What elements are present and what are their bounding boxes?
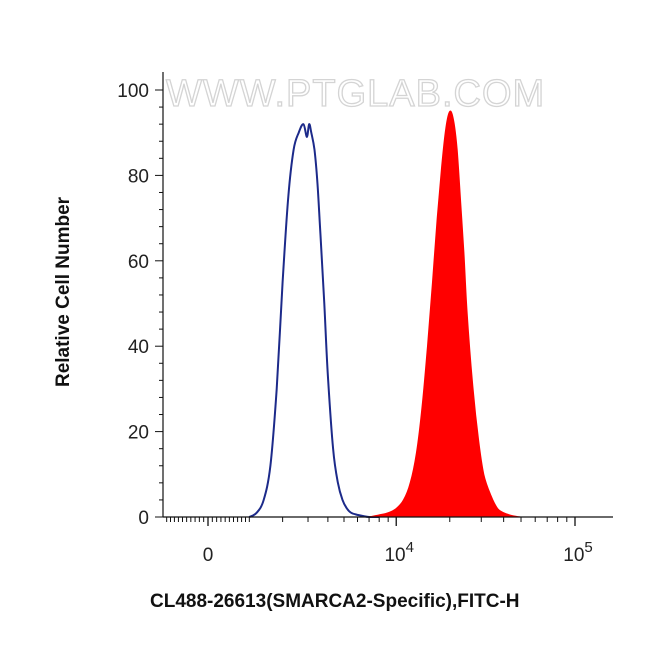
y-tick-label: 40	[128, 337, 149, 358]
y-tick-label: 100	[117, 81, 149, 102]
watermark-text: WWW.PTGLAB.COM	[166, 73, 545, 115]
y-tick-label: 60	[128, 252, 149, 273]
x-tick-label: 105	[563, 539, 592, 566]
stained-histogram-fill	[368, 110, 522, 518]
x-tick-label: 0	[203, 545, 214, 566]
y-tick-label: 0	[138, 508, 149, 529]
axes: 0 20 40 60 80 100 0 104 105	[117, 72, 613, 566]
y-tick-label: 20	[128, 423, 149, 444]
control-histogram-outline	[248, 123, 380, 519]
y-tick-label: 80	[128, 166, 149, 187]
x-axis-title: CL488-26613(SMARCA2-Specific),FITC-H	[150, 591, 520, 612]
plot-area	[248, 110, 522, 519]
x-tick-label: 104	[384, 539, 413, 566]
y-axis-title: Relative Cell Number	[53, 196, 74, 387]
